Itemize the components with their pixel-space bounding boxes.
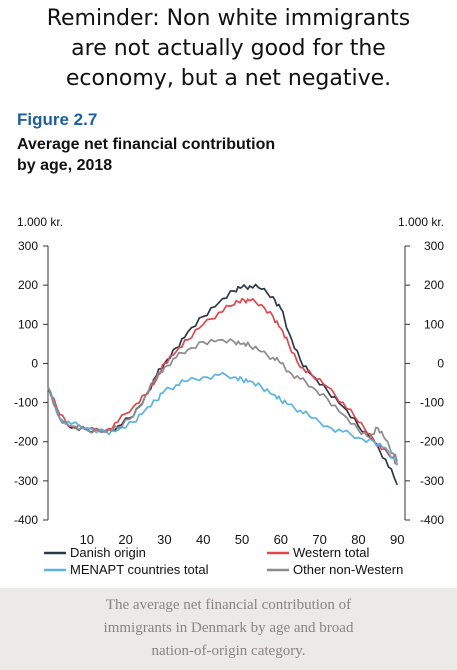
series-line-menapt-countries-total (47, 371, 398, 466)
legend-label: Danish origin (70, 545, 146, 560)
y-tick-label-left: 0 (31, 356, 38, 370)
chart-title-line: by age, 2018 (17, 157, 113, 174)
post-caption-line: Reminder: Non white immigrants (46, 6, 411, 31)
y-tick-label-left: -200 (14, 435, 38, 449)
y-axis-unit-right: 1.000 kr. (398, 215, 444, 229)
y-tick-label-left: 300 (18, 239, 38, 253)
x-tick-label: 20 (118, 532, 132, 547)
y-tick-label-left: -400 (14, 513, 38, 527)
x-tick-label: 10 (80, 532, 94, 547)
image-caption: The average net financial contribution o… (0, 588, 457, 670)
chart-title-line: Average net financial contribution (17, 136, 276, 153)
legend-label: Other non-Western (293, 562, 403, 577)
y-tick-label-right: 100 (424, 317, 444, 331)
y-tick-label-left: -100 (14, 396, 38, 410)
x-tick-label: 50 (235, 532, 249, 547)
line-chart: 1.000 kr. 1.000 kr. 300 300 200 200 100 100 0 0 -1… (14, 215, 444, 577)
image-caption-line: nation-of-origin category. (151, 643, 306, 659)
figure-label: Figure 2.7 (17, 110, 98, 129)
legend-label: MENAPT countries total (70, 562, 209, 577)
y-tick-label-right: -200 (420, 435, 444, 449)
y-tick-label-right: 0 (437, 356, 444, 370)
y-tick-label-left: -300 (14, 474, 38, 488)
x-tick-label: 30 (157, 532, 171, 547)
x-tick-label: 60 (274, 532, 288, 547)
chart-axes: 1.000 kr. 1.000 kr. 300 300 200 200 100 100 0 0 -1… (14, 215, 444, 547)
y-tick-label-right: -300 (420, 474, 444, 488)
chart-legend: Danish origin Western total MENAPT countri… (44, 545, 403, 577)
x-tick-label: 70 (312, 532, 326, 547)
y-tick-label-right: 200 (424, 278, 444, 292)
series-line-western-total (47, 297, 399, 466)
y-tick-label-left: 100 (18, 317, 38, 331)
post-caption-line: are not actually good for the (71, 36, 386, 61)
y-tick-label-right: -100 (420, 396, 444, 410)
x-tick-label: 80 (351, 532, 365, 547)
image-caption-line: The average net financial contribution o… (105, 597, 352, 613)
x-tick-label: 40 (196, 532, 210, 547)
y-tick-label-right: -400 (420, 513, 444, 527)
post-caption: Reminder: Non white immigrants are not a… (0, 4, 457, 94)
series-line-other-non-western (47, 338, 399, 462)
series-line-danish-origin (47, 283, 398, 486)
image-caption-line: immigrants in Denmark by age and broad (103, 620, 354, 636)
legend-label: Western total (293, 545, 369, 560)
y-axis-unit-left: 1.000 kr. (17, 215, 63, 229)
chart-series (47, 283, 399, 486)
post-caption-line: economy, but a net negative. (65, 66, 392, 91)
y-tick-label-left: 200 (18, 278, 38, 292)
y-tick-label-right: 300 (424, 239, 444, 253)
chart-title: Average net financial contribution by ag… (17, 134, 357, 176)
x-tick-label: 90 (390, 532, 404, 547)
